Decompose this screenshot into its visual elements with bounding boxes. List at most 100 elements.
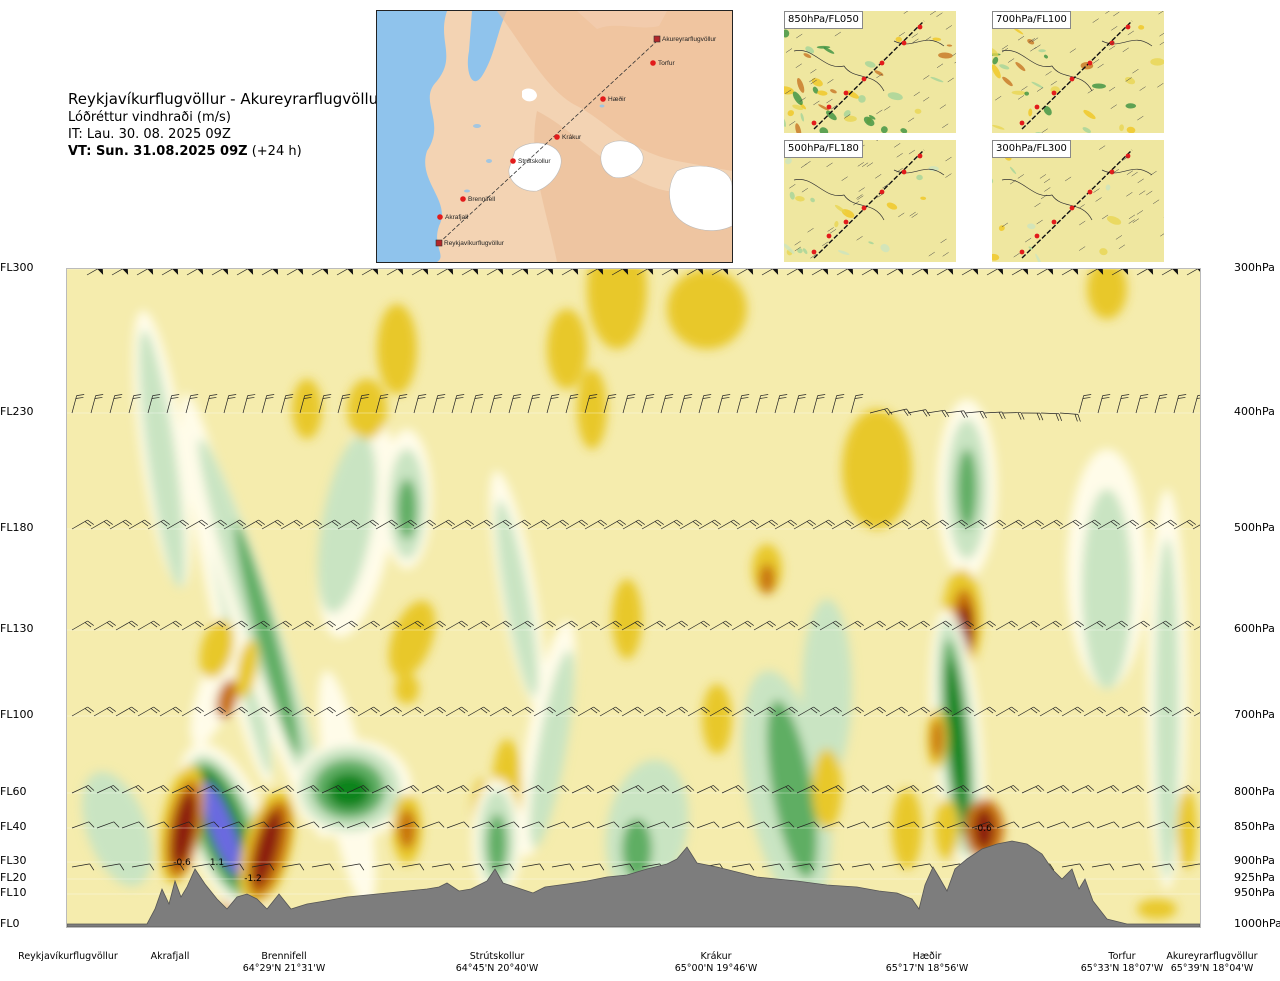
wind-barb	[1021, 785, 1045, 794]
station-marker	[653, 35, 661, 43]
wind-barb	[394, 519, 417, 530]
wind-barb	[1097, 519, 1120, 530]
wind-barb	[983, 411, 1006, 420]
wind-barb	[793, 394, 807, 414]
route-overview-map[interactable]: Akureyrarflugvöllur Torfur Hæðir Krákur Strú…	[376, 10, 733, 263]
wind-barb	[223, 519, 246, 530]
chart-title-block: Reykjavíkurflugvöllur - Akureyrarflugvöl…	[68, 90, 384, 160]
wind-barb	[571, 785, 595, 794]
wind-barb	[337, 519, 360, 530]
wind-barb	[379, 706, 402, 717]
wind-barb	[1149, 620, 1172, 631]
wind-barb	[821, 785, 845, 794]
wind-barb	[885, 620, 908, 631]
wind-barb	[421, 821, 445, 829]
wind-barb	[491, 863, 515, 871]
wind-barb	[775, 620, 798, 631]
wind-barb	[687, 620, 710, 631]
mini-map-300hpa[interactable]: 300hPa/FL300	[992, 140, 1164, 262]
wind-barb	[660, 394, 674, 414]
location-coord: 65°39'N 18°04'W	[1170, 963, 1254, 974]
wind-barb	[621, 821, 645, 829]
wind-barb	[819, 620, 842, 631]
wind-barb	[511, 706, 534, 717]
wind-barb	[496, 785, 520, 794]
wind-barb	[646, 785, 670, 794]
wind-barb	[907, 409, 931, 417]
mini-map-plot	[784, 140, 952, 259]
valid-time: VT: Sun. 31.08.2025 09Z (+24 h)	[68, 143, 384, 160]
hpa-tick-label: 300hPa	[1234, 261, 1275, 274]
wind-barb	[371, 863, 395, 871]
wind-barb	[371, 785, 395, 794]
wind-barb	[1061, 863, 1085, 871]
wind-barb	[401, 620, 424, 631]
location-label: Krákur 65°00'N 19°46'W	[656, 951, 776, 975]
wind-barb	[851, 863, 875, 871]
mini-map-500hpa[interactable]: 500hPa/FL180	[784, 140, 956, 262]
wind-barb	[721, 821, 745, 829]
wind-barb	[451, 519, 474, 530]
velocity-cell	[82, 771, 152, 887]
wind-barb	[907, 706, 930, 717]
wind-barb	[271, 785, 295, 794]
vertical-velocity-cross-section[interactable]: -0.6 1.1 -1.2 -0.6	[66, 268, 1201, 928]
wind-barb	[261, 394, 275, 414]
wind-barb	[665, 706, 688, 717]
wind-barb	[371, 821, 395, 829]
wind-barb	[1011, 269, 1029, 276]
wind-barb	[1097, 394, 1111, 414]
wind-barb	[1071, 785, 1095, 794]
wind-barb	[731, 863, 755, 871]
wind-barb	[71, 821, 95, 829]
mini-map-700hpa[interactable]: 700hPa/FL100	[992, 11, 1164, 133]
wind-barb	[246, 821, 270, 829]
wind-barb	[423, 706, 446, 717]
wind-barb	[986, 269, 1004, 276]
wind-barb	[936, 269, 954, 276]
wind-barb	[401, 706, 424, 717]
wind-barb	[646, 821, 670, 829]
route-map-svg: Akureyrarflugvöllur Torfur Hæðir Krákur Strú…	[377, 11, 732, 262]
wind-barb	[774, 394, 788, 414]
mini-map-850hpa[interactable]: 850hPa/FL050	[784, 11, 956, 133]
location-name: Akureyrarflugvöllur	[1166, 951, 1258, 962]
wind-barb	[71, 620, 94, 631]
location-coord: 64°29'N 21°31'W	[242, 963, 326, 974]
wind-barb	[335, 620, 358, 631]
wind-barb	[546, 519, 569, 530]
wind-barb	[812, 394, 826, 414]
wind-barb	[1173, 519, 1196, 530]
location-label: Akureyrarflugvöllur 65°39'N 18°04'W	[1152, 951, 1272, 975]
wind-barb	[565, 394, 579, 414]
wind-barb	[271, 821, 295, 829]
station-marker	[600, 96, 606, 102]
wind-barb	[622, 394, 636, 414]
velocity-cell	[220, 684, 238, 714]
wind-barb	[470, 394, 484, 414]
wind-barb	[555, 620, 578, 631]
velocity-cell	[667, 269, 747, 349]
wind-barb	[291, 706, 314, 717]
wind-barb	[313, 620, 336, 631]
wind-barb	[1083, 706, 1106, 717]
velocity-cell	[1087, 269, 1127, 319]
wind-barb	[755, 394, 769, 414]
wind-barb	[1002, 519, 1025, 530]
wind-barb	[603, 394, 617, 414]
velocity-cell	[397, 479, 417, 539]
value-label: -0.6	[974, 824, 992, 834]
wind-barb	[1091, 863, 1115, 871]
wind-barb	[166, 394, 180, 414]
wind-barb	[850, 519, 873, 530]
wind-barb	[907, 519, 930, 530]
fl-tick-label: FL10	[0, 886, 27, 899]
velocity-cell	[957, 449, 977, 529]
wind-barb	[203, 620, 226, 631]
velocity-cell	[1082, 489, 1132, 689]
wind-barb	[137, 620, 160, 631]
wind-barb	[1186, 269, 1200, 276]
wind-barb	[511, 269, 529, 276]
wind-barb	[996, 821, 1020, 829]
wind-barb	[1036, 269, 1054, 276]
